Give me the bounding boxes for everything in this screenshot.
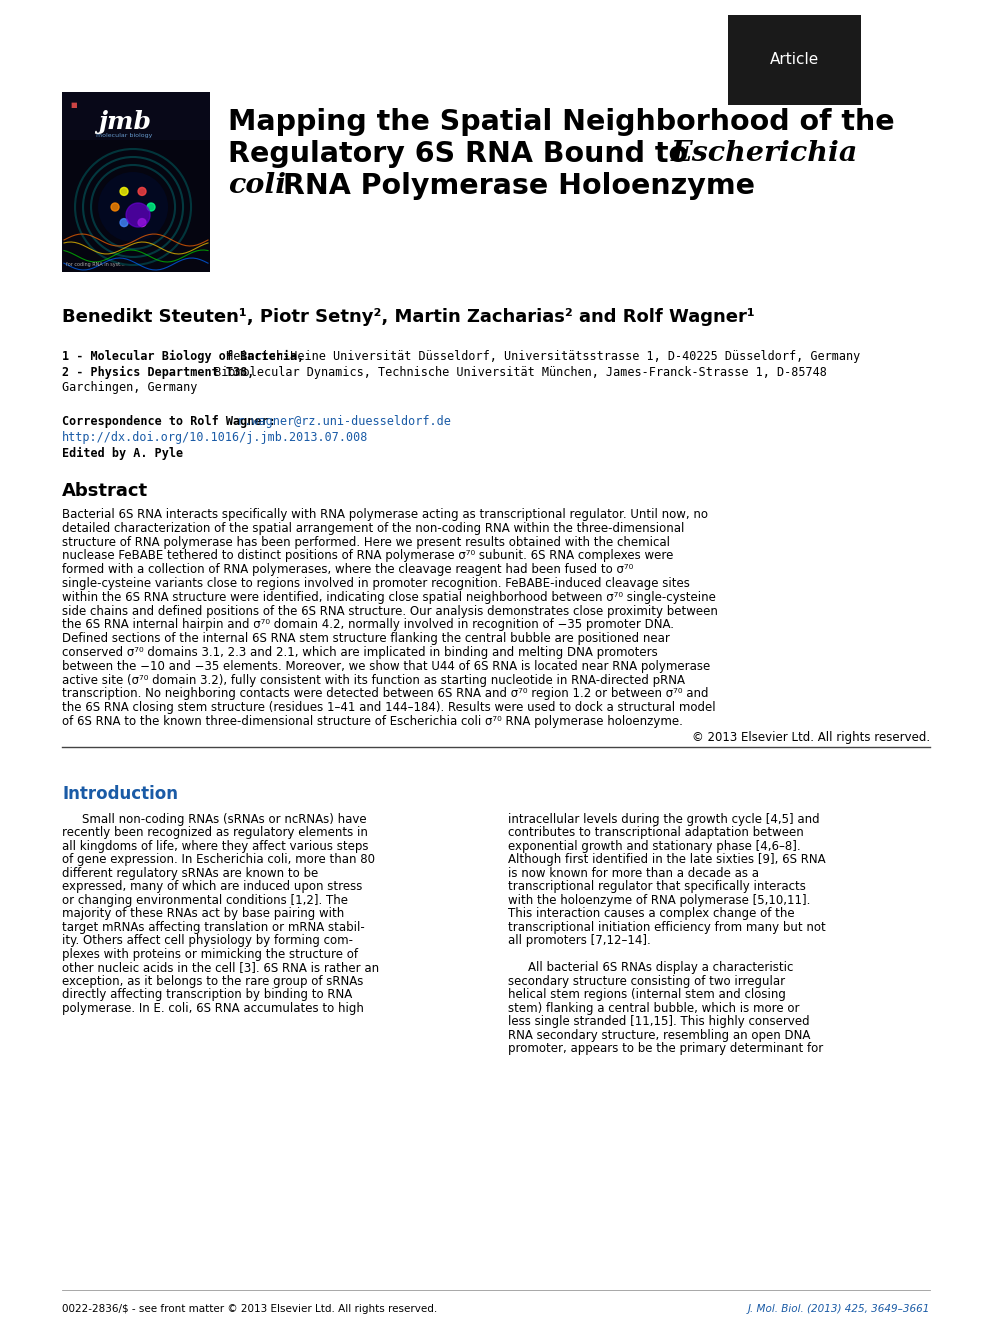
Text: all promoters [7,12–14].: all promoters [7,12–14]. bbox=[508, 934, 651, 947]
Text: Regulatory 6S RNA Bound to: Regulatory 6S RNA Bound to bbox=[228, 140, 698, 168]
Circle shape bbox=[98, 172, 168, 242]
Text: all kingdoms of life, where they affect various steps: all kingdoms of life, where they affect … bbox=[62, 840, 368, 853]
Text: This interaction causes a complex change of the: This interaction causes a complex change… bbox=[508, 908, 795, 921]
Text: active site (σ⁷⁰ domain 3.2), fully consistent with its function as starting nuc: active site (σ⁷⁰ domain 3.2), fully cons… bbox=[62, 673, 685, 687]
Text: molecular biology: molecular biology bbox=[96, 132, 153, 138]
Text: single-cysteine variants close to regions involved in promoter recognition. FeBA: single-cysteine variants close to region… bbox=[62, 577, 689, 590]
Text: structure of RNA polymerase has been performed. Here we present results obtained: structure of RNA polymerase has been per… bbox=[62, 536, 670, 549]
Text: coli: coli bbox=[228, 172, 286, 198]
Text: nuclease FeBABE tethered to distinct positions of RNA polymerase σ⁷⁰ subunit. 6S: nuclease FeBABE tethered to distinct pos… bbox=[62, 549, 674, 562]
Text: of gene expression. In Escherichia coli, more than 80: of gene expression. In Escherichia coli,… bbox=[62, 853, 375, 867]
Circle shape bbox=[138, 218, 146, 226]
Text: Mapping the Spatial Neighborhood of the: Mapping the Spatial Neighborhood of the bbox=[228, 108, 895, 136]
Text: Article: Article bbox=[770, 53, 819, 67]
Text: target mRNAs affecting translation or mRNA stabil-: target mRNAs affecting translation or mR… bbox=[62, 921, 365, 934]
Text: RNA Polymerase Holoenzyme: RNA Polymerase Holoenzyme bbox=[273, 172, 755, 200]
Text: r.wagner@rz.uni-duesseldorf.de: r.wagner@rz.uni-duesseldorf.de bbox=[230, 415, 451, 429]
FancyBboxPatch shape bbox=[62, 93, 210, 140]
Text: © 2013 Elsevier Ltd. All rights reserved.: © 2013 Elsevier Ltd. All rights reserved… bbox=[691, 730, 930, 744]
Text: the 6S RNA internal hairpin and σ⁷⁰ domain 4.2, normally involved in recognition: the 6S RNA internal hairpin and σ⁷⁰ doma… bbox=[62, 618, 674, 631]
Text: Escherichia: Escherichia bbox=[671, 140, 858, 167]
Text: Introduction: Introduction bbox=[62, 785, 178, 803]
Text: 2 - Physics Department T38,: 2 - Physics Department T38, bbox=[62, 366, 254, 380]
Text: between the −10 and −35 elements. Moreover, we show that U44 of 6S RNA is locate: between the −10 and −35 elements. Moreov… bbox=[62, 660, 710, 673]
Text: helical stem regions (internal stem and closing: helical stem regions (internal stem and … bbox=[508, 988, 786, 1002]
Text: RNA secondary structure, resembling an open DNA: RNA secondary structure, resembling an o… bbox=[508, 1029, 810, 1041]
Text: exception, as it belongs to the rare group of sRNAs: exception, as it belongs to the rare gro… bbox=[62, 975, 363, 988]
Text: different regulatory sRNAs are known to be: different regulatory sRNAs are known to … bbox=[62, 867, 318, 880]
Text: All bacterial 6S RNAs display a characteristic: All bacterial 6S RNAs display a characte… bbox=[528, 962, 794, 974]
Text: transcription. No neighboring contacts were detected between 6S RNA and σ⁷⁰ regi: transcription. No neighboring contacts w… bbox=[62, 688, 708, 700]
Circle shape bbox=[138, 188, 146, 196]
Text: Edited by A. Pyle: Edited by A. Pyle bbox=[62, 447, 184, 460]
Text: the 6S RNA closing stem structure (residues 1–41 and 144–184). Results were used: the 6S RNA closing stem structure (resid… bbox=[62, 701, 715, 714]
FancyBboxPatch shape bbox=[728, 15, 861, 105]
Text: of 6S RNA to the known three-dimensional structure of Escherichia coli σ⁷⁰ RNA p: of 6S RNA to the known three-dimensional… bbox=[62, 714, 682, 728]
Text: transcriptional initiation efficiency from many but not: transcriptional initiation efficiency fr… bbox=[508, 921, 825, 934]
Text: http://dx.doi.org/10.1016/j.jmb.2013.07.008: http://dx.doi.org/10.1016/j.jmb.2013.07.… bbox=[62, 431, 368, 445]
Text: jmb: jmb bbox=[97, 110, 151, 134]
Text: is now known for more than a decade as a: is now known for more than a decade as a bbox=[508, 867, 759, 880]
Text: Bacterial 6S RNA interacts specifically with RNA polymerase acting as transcript: Bacterial 6S RNA interacts specifically … bbox=[62, 508, 708, 521]
Text: Although first identified in the late sixties [9], 6S RNA: Although first identified in the late si… bbox=[508, 853, 825, 867]
Text: ity. Others affect cell physiology by forming com-: ity. Others affect cell physiology by fo… bbox=[62, 934, 353, 947]
Text: contributes to transcriptional adaptation between: contributes to transcriptional adaptatio… bbox=[508, 827, 804, 839]
Text: 1 - Molecular Biology of Bacteria,: 1 - Molecular Biology of Bacteria, bbox=[62, 351, 305, 363]
Text: Biomolecular Dynamics, Technische Universität München, James-Franck-Strasse 1, D: Biomolecular Dynamics, Technische Univer… bbox=[207, 366, 827, 378]
Text: expressed, many of which are induced upon stress: expressed, many of which are induced upo… bbox=[62, 880, 362, 893]
Text: promoter, appears to be the primary determinant for: promoter, appears to be the primary dete… bbox=[508, 1043, 823, 1056]
Text: with the holoenzyme of RNA polymerase [5,10,11].: with the holoenzyme of RNA polymerase [5… bbox=[508, 894, 810, 906]
Circle shape bbox=[147, 202, 155, 210]
Text: other nucleic acids in the cell [3]. 6S RNA is rather an: other nucleic acids in the cell [3]. 6S … bbox=[62, 962, 379, 974]
Text: J. Mol. Biol. (2013) 425, 3649–3661: J. Mol. Biol. (2013) 425, 3649–3661 bbox=[748, 1304, 930, 1314]
Text: Heinrich-Heine Universität Düsseldorf, Universitätsstrasse 1, D-40225 Düsseldorf: Heinrich-Heine Universität Düsseldorf, U… bbox=[219, 351, 860, 363]
Text: exponential growth and stationary phase [4,6–8].: exponential growth and stationary phase … bbox=[508, 840, 801, 853]
Text: side chains and defined positions of the 6S RNA structure. Our analysis demonstr: side chains and defined positions of the… bbox=[62, 605, 718, 618]
Text: polymerase. In E. coli, 6S RNA accumulates to high: polymerase. In E. coli, 6S RNA accumulat… bbox=[62, 1002, 364, 1015]
Text: Defined sections of the internal 6S RNA stem structure flanking the central bubb: Defined sections of the internal 6S RNA … bbox=[62, 632, 670, 646]
Text: intracellular levels during the growth cycle [4,5] and: intracellular levels during the growth c… bbox=[508, 812, 819, 826]
FancyBboxPatch shape bbox=[62, 93, 210, 273]
Text: ■: ■ bbox=[70, 102, 76, 108]
Text: conserved σ⁷⁰ domains 3.1, 2.3 and 2.1, which are implicated in binding and melt: conserved σ⁷⁰ domains 3.1, 2.3 and 2.1, … bbox=[62, 646, 658, 659]
Circle shape bbox=[120, 188, 128, 196]
Text: or changing environmental conditions [1,2]. The: or changing environmental conditions [1,… bbox=[62, 894, 348, 906]
Text: formed with a collection of RNA polymerases, where the cleavage reagent had been: formed with a collection of RNA polymera… bbox=[62, 564, 633, 577]
Text: directly affecting transcription by binding to RNA: directly affecting transcription by bind… bbox=[62, 988, 352, 1002]
Text: majority of these RNAs act by base pairing with: majority of these RNAs act by base pairi… bbox=[62, 908, 344, 921]
Circle shape bbox=[126, 202, 150, 228]
Text: Correspondence to Rolf Wagner:: Correspondence to Rolf Wagner: bbox=[62, 415, 276, 429]
Text: 0022-2836/$ - see front matter © 2013 Elsevier Ltd. All rights reserved.: 0022-2836/$ - see front matter © 2013 El… bbox=[62, 1304, 437, 1314]
Text: recently been recognized as regulatory elements in: recently been recognized as regulatory e… bbox=[62, 827, 368, 839]
Text: for coding RNA in syst...: for coding RNA in syst... bbox=[66, 262, 125, 267]
Text: within the 6S RNA structure were identified, indicating close spatial neighborho: within the 6S RNA structure were identif… bbox=[62, 591, 716, 603]
Text: plexes with proteins or mimicking the structure of: plexes with proteins or mimicking the st… bbox=[62, 947, 358, 960]
Text: Small non-coding RNAs (sRNAs or ncRNAs) have: Small non-coding RNAs (sRNAs or ncRNAs) … bbox=[82, 812, 367, 826]
Text: less single stranded [11,15]. This highly conserved: less single stranded [11,15]. This highl… bbox=[508, 1015, 809, 1028]
Text: transcriptional regulator that specifically interacts: transcriptional regulator that specifica… bbox=[508, 880, 806, 893]
Text: Garchingen, Germany: Garchingen, Germany bbox=[62, 381, 197, 394]
Circle shape bbox=[111, 202, 119, 210]
Text: Abstract: Abstract bbox=[62, 482, 148, 500]
Text: secondary structure consisting of two irregular: secondary structure consisting of two ir… bbox=[508, 975, 785, 988]
Text: stem) flanking a central bubble, which is more or: stem) flanking a central bubble, which i… bbox=[508, 1002, 800, 1015]
Circle shape bbox=[120, 218, 128, 226]
Text: Benedikt Steuten¹, Piotr Setny², Martin Zacharias² and Rolf Wagner¹: Benedikt Steuten¹, Piotr Setny², Martin … bbox=[62, 308, 755, 325]
Text: detailed characterization of the spatial arrangement of the non-coding RNA withi: detailed characterization of the spatial… bbox=[62, 521, 684, 534]
